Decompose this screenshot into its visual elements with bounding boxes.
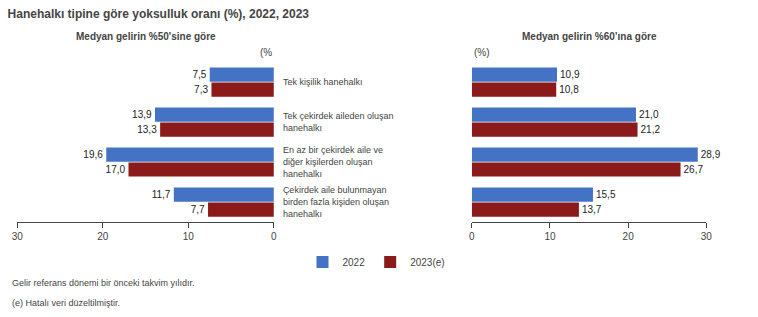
svg-text:Tek kişilik hanehalkı: Tek kişilik hanehalkı [283,77,363,87]
svg-text:(e) Hatalı veri düzeltilmiştir: (e) Hatalı veri düzeltilmiştir. [12,298,120,308]
svg-text:10,8: 10,8 [559,84,579,95]
svg-text:2022: 2022 [343,257,366,268]
svg-text:7,3: 7,3 [194,84,208,95]
svg-text:15,5: 15,5 [596,189,616,200]
svg-text:17,0: 17,0 [106,164,126,175]
svg-text:19,6: 19,6 [83,149,103,160]
svg-text:10,9: 10,9 [560,69,580,80]
svg-text:13,7: 13,7 [582,204,602,215]
svg-text:Çekirdek aile bulunmayanbirden: Çekirdek aile bulunmayanbirden fazla kiş… [283,185,389,218]
svg-text:0: 0 [271,231,277,242]
svg-text:7,7: 7,7 [191,204,205,215]
svg-text:21,2: 21,2 [641,124,661,135]
svg-text:21,0: 21,0 [639,109,659,120]
svg-text:10: 10 [544,231,556,242]
svg-text:30: 30 [701,231,713,242]
svg-text:10: 10 [183,231,195,242]
svg-text:20: 20 [97,231,109,242]
svg-text:Medyan gelirin %60’ına göre: Medyan gelirin %60’ına göre [522,31,657,42]
svg-text:En az bir çekirdek aile vediğe: En az bir çekirdek aile vediğer kişilerd… [283,145,383,178]
svg-text:26,7: 26,7 [684,164,704,175]
svg-text:11,7: 11,7 [152,189,171,200]
svg-text:0: 0 [469,231,475,242]
svg-text:(%: (% [260,47,272,58]
svg-text:30: 30 [12,231,24,242]
svg-text:Hanehalkı tipine göre yoksullu: Hanehalkı tipine göre yoksulluk oranı (%… [8,7,310,21]
svg-text:Tek çekirdek aileden oluşanhan: Tek çekirdek aileden oluşanhanehalkı [283,111,394,133]
svg-text:2023(e): 2023(e) [410,257,444,268]
svg-text:Medyan gelirin %50'sine göre: Medyan gelirin %50'sine göre [76,31,216,42]
svg-text:(%): (%) [474,47,490,58]
svg-text:7,5: 7,5 [192,69,206,80]
svg-text:28,9: 28,9 [701,149,721,160]
svg-text:20: 20 [623,231,635,242]
svg-text:13,9: 13,9 [132,109,152,120]
svg-text:13,3: 13,3 [137,124,157,135]
svg-text:Gelir referans dönemi bir önce: Gelir referans dönemi bir önceki takvim … [12,278,195,288]
